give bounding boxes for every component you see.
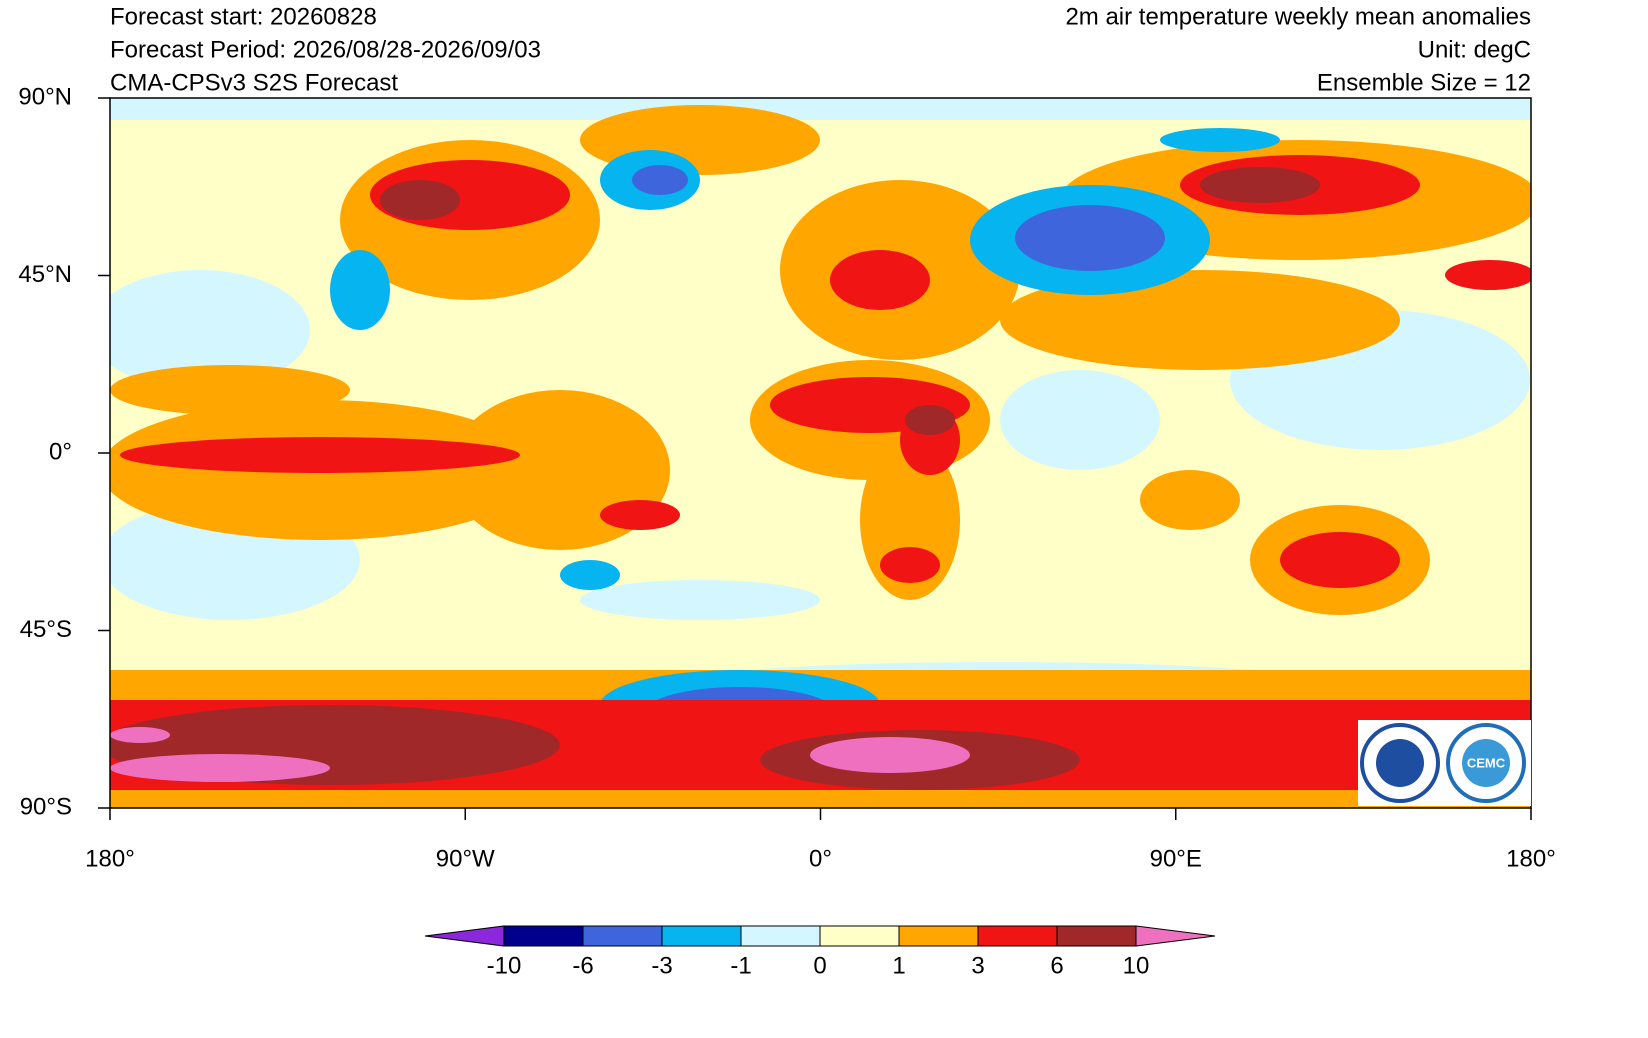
header-right: 2m air temperature weekly mean anomalies <box>1065 3 1531 30</box>
lon-label: 0° <box>809 845 832 872</box>
colorbar-segment <box>740 925 821 947</box>
lon-label: 90°E <box>1150 845 1202 872</box>
logo-text: CEMC <box>1467 755 1506 770</box>
header-left: Forecast Period: 2026/08/28-2026/09/03 <box>110 36 541 63</box>
colorbar-arrow <box>424 925 505 947</box>
colorbar-label: -3 <box>651 952 672 979</box>
colorbar-label: 1 <box>892 952 905 979</box>
header-left: CMA-CPSv3 S2S Forecast <box>110 69 398 96</box>
colorbar-label: -6 <box>572 952 593 979</box>
colorbar-segment <box>1056 925 1137 947</box>
colorbar-segment <box>898 925 979 947</box>
lon-label: 90°W <box>436 845 495 872</box>
colorbar-label: -1 <box>730 952 751 979</box>
lat-label: 45°N <box>18 261 72 288</box>
colorbar-arrow <box>1135 925 1216 947</box>
colorbar-label: -10 <box>487 952 522 979</box>
header-right: Ensemble Size = 12 <box>1317 69 1531 96</box>
colorbar-segment <box>819 925 900 947</box>
colorbar-segment <box>503 925 584 947</box>
colorbar-segment <box>661 925 742 947</box>
colorbar-label: 10 <box>1123 952 1150 979</box>
header-left: Forecast start: 20260828 <box>110 3 377 30</box>
colorbar-segment <box>582 925 663 947</box>
lon-label: 180° <box>85 845 135 872</box>
anomaly-field <box>110 98 1531 808</box>
logo: CEMC <box>1358 720 1531 806</box>
lon-label: 180° <box>1506 845 1556 872</box>
lat-label: 90°N <box>18 83 72 110</box>
colorbar-segment <box>977 925 1058 947</box>
lat-label: 45°S <box>20 616 72 643</box>
colorbar-label: 3 <box>971 952 984 979</box>
colorbar-label: 0 <box>813 952 826 979</box>
colorbar-label: 6 <box>1050 952 1063 979</box>
lat-label: 0° <box>49 438 72 465</box>
header-right: Unit: degC <box>1418 36 1531 63</box>
lat-label: 90°S <box>20 793 72 820</box>
